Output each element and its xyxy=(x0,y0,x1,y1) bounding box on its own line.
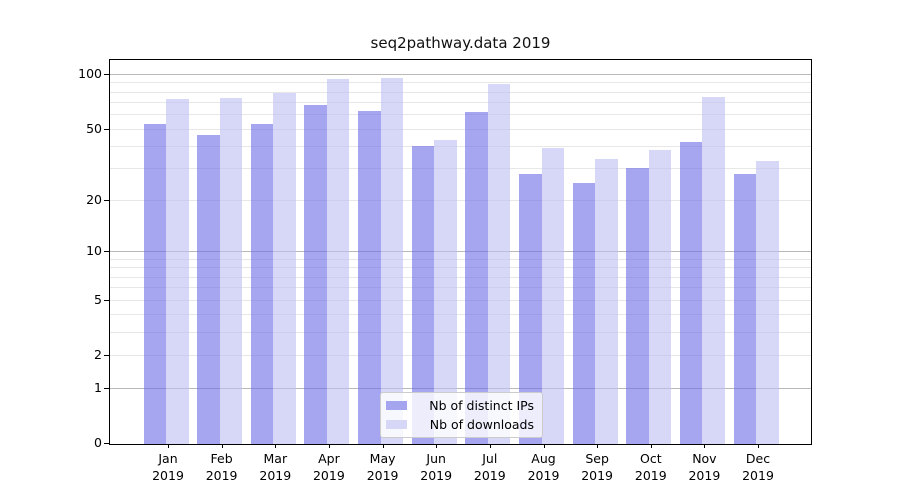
gridline-minor xyxy=(110,82,811,84)
x-tick-mark xyxy=(382,444,384,448)
bar-downloads-feb xyxy=(219,97,243,444)
gridline-major xyxy=(110,251,811,253)
x-tick-mark xyxy=(168,444,169,448)
gridline-minor xyxy=(110,91,811,93)
y-tick-label: 5 xyxy=(94,291,102,307)
bar-ips-sep xyxy=(572,182,596,444)
bar-ips-mar xyxy=(250,124,274,444)
gridline-minor xyxy=(110,199,811,201)
y-tick-mark xyxy=(104,74,109,75)
y-tick-mark xyxy=(104,355,109,357)
gridline-minor xyxy=(110,128,811,130)
x-tick-mark xyxy=(704,444,706,448)
bar-ips-oct xyxy=(626,168,649,444)
x-tick-label: Nov 2019 xyxy=(688,451,721,483)
legend-item-distinct-ips: Nb of distinct IPs xyxy=(386,397,534,414)
x-tick-label: Apr 2019 xyxy=(312,451,345,483)
y-tick-label: 2 xyxy=(94,347,102,363)
y-tick-label: 20 xyxy=(86,191,102,207)
x-tick-label: Aug 2019 xyxy=(527,451,560,483)
gridline-minor xyxy=(110,355,811,357)
y-tick-label: 1 xyxy=(94,379,102,395)
gridline-minor xyxy=(110,267,811,269)
x-tick-label: May 2019 xyxy=(366,451,399,483)
x-tick-mark xyxy=(328,444,330,448)
bar-downloads-aug xyxy=(541,148,564,444)
x-tick-label: Oct 2019 xyxy=(634,451,667,483)
gridline-minor xyxy=(110,102,811,104)
y-tick-mark xyxy=(104,251,109,253)
bar-downloads-dec xyxy=(756,161,779,444)
x-tick-mark xyxy=(758,444,759,448)
gridline-minor xyxy=(110,146,811,148)
bar-ips-nov xyxy=(679,142,703,444)
y-tick-mark xyxy=(104,199,109,201)
x-tick-mark xyxy=(275,444,277,448)
plot-area xyxy=(110,60,811,444)
gridline-minor xyxy=(110,287,811,289)
y-tick-label: 100 xyxy=(78,66,102,81)
x-tick-mark xyxy=(543,444,545,448)
chart-title: seq2pathway.data 2019 xyxy=(370,34,551,52)
y-tick-mark xyxy=(104,128,109,130)
bar-ips-may xyxy=(358,110,381,444)
x-tick-mark xyxy=(650,444,652,448)
bar-downloads-jan xyxy=(166,98,189,444)
bar-downloads-jun xyxy=(434,140,457,444)
x-tick-mark xyxy=(221,444,223,448)
x-tick-label: Jun 2019 xyxy=(420,451,453,483)
x-tick-label: Dec 2019 xyxy=(742,451,774,483)
legend: Nb of distinct IPs Nb of downloads xyxy=(380,392,543,438)
y-tick-mark xyxy=(104,387,109,389)
gridline-minor xyxy=(110,299,811,301)
gridline-minor xyxy=(110,258,811,260)
gridline-minor xyxy=(110,314,811,316)
legend-swatch-downloads-icon xyxy=(386,420,407,430)
x-tick-label: Sep 2019 xyxy=(581,451,613,483)
bar-downloads-mar xyxy=(273,92,296,444)
y-tick-label: 0 xyxy=(94,435,102,450)
y-tick-label: 10 xyxy=(86,243,102,259)
gridline-minor xyxy=(110,168,811,170)
bar-ips-dec xyxy=(733,173,756,444)
legend-label-downloads: Nb of downloads xyxy=(429,417,534,433)
bar-downloads-sep xyxy=(595,158,618,444)
gridline-minor xyxy=(110,114,811,116)
gridline-minor xyxy=(110,276,811,278)
legend-label-distinct-ips: Nb of distinct IPs xyxy=(429,397,534,413)
legend-item-downloads: Nb of downloads xyxy=(386,417,534,434)
bar-downloads-jul xyxy=(487,84,511,444)
x-tick-label: Jul 2019 xyxy=(473,451,506,483)
bar-ips-jul xyxy=(465,111,488,444)
bar-downloads-apr xyxy=(326,78,350,444)
bar-downloads-nov xyxy=(702,96,725,444)
x-tick-label: Feb 2019 xyxy=(205,451,238,483)
y-tick-mark xyxy=(104,299,109,301)
bar-ips-jun xyxy=(411,146,435,444)
bar-downloads-may xyxy=(380,78,404,444)
x-tick-label: Mar 2019 xyxy=(259,451,292,483)
y-tick-mark xyxy=(104,443,109,444)
legend-swatch-distinct-ips-icon xyxy=(386,400,407,410)
bar-ips-apr xyxy=(304,104,327,444)
bar-ips-feb xyxy=(197,135,220,444)
x-tick-mark xyxy=(597,444,599,448)
x-tick-mark xyxy=(436,444,438,448)
gridline-major xyxy=(110,74,811,75)
x-tick-mark xyxy=(489,444,491,448)
gridline-major xyxy=(110,387,811,389)
y-tick-label: 50 xyxy=(86,120,102,136)
bar-downloads-oct xyxy=(648,150,672,444)
bar-ips-jan xyxy=(143,124,166,444)
bar-ips-aug xyxy=(519,173,542,444)
gridline-minor xyxy=(110,332,811,334)
x-tick-label: Jan 2019 xyxy=(152,451,184,483)
